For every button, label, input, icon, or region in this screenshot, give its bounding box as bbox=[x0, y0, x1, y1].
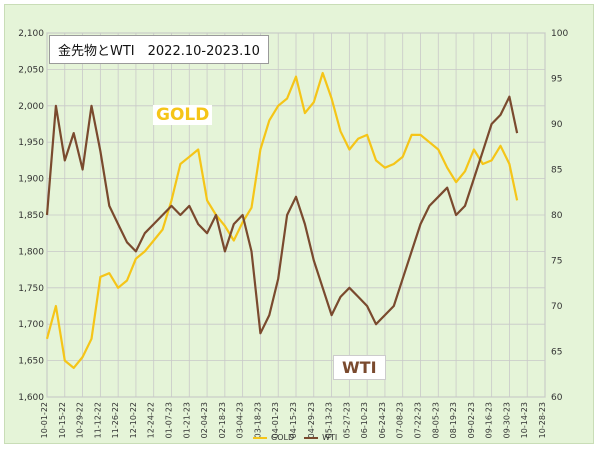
y-left-tick-label: 1,850 bbox=[18, 211, 44, 221]
gold-annotation: GOLD bbox=[153, 105, 213, 125]
y-left-tick-label: 1,950 bbox=[18, 138, 44, 148]
y-left-tick-label: 1,800 bbox=[18, 247, 44, 257]
x-tick-label: 09-02-23 bbox=[467, 402, 476, 438]
y-left-tick-label: 2,000 bbox=[18, 102, 44, 112]
chart-title: 金先物とWTI 2022.10-2023.10 bbox=[49, 35, 269, 64]
x-tick-label: 12-24-22 bbox=[147, 402, 156, 438]
series-layer bbox=[45, 71, 519, 369]
x-axis: 10-01-22 10-15-22 10-29-22 11-12-22 11-26-22… bbox=[40, 402, 547, 438]
x-tick-label: 10-01-22 bbox=[40, 402, 49, 438]
y-left-tick-label: 1,600 bbox=[18, 393, 44, 403]
x-tick-label: 05-13-23 bbox=[325, 402, 334, 438]
y-right-tick-label: 100 bbox=[551, 29, 568, 39]
x-tick-label: 10-15-22 bbox=[58, 402, 67, 438]
y-right-tick-label: 75 bbox=[551, 257, 562, 267]
y-left-tick-label: 1,650 bbox=[18, 357, 44, 367]
y-left-tick-label: 2,100 bbox=[18, 29, 44, 39]
x-tick-label: 09-30-23 bbox=[502, 402, 511, 438]
x-tick-label: 05-27-23 bbox=[342, 402, 351, 438]
x-tick-label: 04-01-23 bbox=[271, 402, 280, 438]
legend-swatch-wti bbox=[304, 436, 319, 439]
x-tick-label: 11-26-22 bbox=[111, 402, 120, 438]
x-tick-label: 08-19-23 bbox=[449, 402, 458, 438]
x-tick-label: 04-29-23 bbox=[307, 402, 316, 438]
x-tick-label: 01-07-23 bbox=[165, 402, 174, 438]
y-right-tick-label: 85 bbox=[551, 166, 562, 176]
x-tick-label: 10-14-23 bbox=[520, 402, 529, 438]
x-tick-label: 10-28-23 bbox=[538, 402, 547, 438]
x-tick-label: 01-21-23 bbox=[182, 402, 191, 438]
y-right-tick-label: 60 bbox=[551, 393, 563, 403]
x-tick-label: 03-04-23 bbox=[236, 402, 245, 438]
x-tick-label: 06-24-23 bbox=[378, 402, 387, 438]
x-tick-label: 02-18-23 bbox=[218, 402, 227, 438]
y-right-tick-label: 80 bbox=[551, 211, 563, 221]
y-left-tick-label: 2,050 bbox=[18, 65, 44, 75]
x-tick-label: 07-08-23 bbox=[396, 402, 405, 438]
grid-layer bbox=[46, 32, 546, 398]
x-tick-label: 12-10-22 bbox=[129, 402, 138, 438]
y-axis-left: 1,600 1,650 1,700 1,750 1,800 1,850 1,900 1,950… bbox=[18, 29, 44, 403]
legend-swatch-gold bbox=[253, 436, 267, 439]
legend-label-wti: WTI bbox=[322, 433, 338, 442]
y-axis-right: 60 65 70 75 80 85 90 95 100 bbox=[551, 29, 568, 403]
y-left-tick-label: 1,900 bbox=[18, 175, 44, 185]
x-tick-label: 10-29-22 bbox=[76, 402, 85, 438]
legend-label-gold: GOLD bbox=[271, 433, 295, 442]
x-tick-label: 09-16-23 bbox=[485, 402, 494, 438]
chart-svg: 1,600 1,650 1,700 1,750 1,800 1,850 1,900 1,950… bbox=[18, 29, 568, 438]
x-tick-label: 08-05-23 bbox=[431, 402, 440, 438]
x-tick-label: 04-15-23 bbox=[289, 402, 298, 438]
y-right-tick-label: 70 bbox=[551, 302, 563, 312]
y-left-tick-label: 1,750 bbox=[18, 284, 44, 294]
x-tick-label: 07-22-23 bbox=[414, 402, 423, 438]
y-left-tick-label: 1,700 bbox=[18, 320, 44, 330]
x-tick-label: 03-18-23 bbox=[253, 402, 262, 438]
x-tick-label: 06-10-23 bbox=[360, 402, 369, 438]
wti-annotation: WTI bbox=[333, 355, 386, 380]
gold-series-line bbox=[45, 71, 519, 369]
legend: GOLD WTI bbox=[253, 433, 337, 442]
wti-series-line bbox=[45, 95, 519, 335]
y-right-tick-label: 95 bbox=[551, 75, 562, 85]
y-right-tick-label: 90 bbox=[551, 120, 563, 130]
x-tick-label: 02-04-23 bbox=[200, 402, 209, 438]
chart-container: 1,600 1,650 1,700 1,750 1,800 1,850 1,900 1,950… bbox=[4, 4, 594, 444]
x-tick-label: 11-12-22 bbox=[93, 402, 102, 438]
y-right-tick-label: 65 bbox=[551, 348, 562, 358]
